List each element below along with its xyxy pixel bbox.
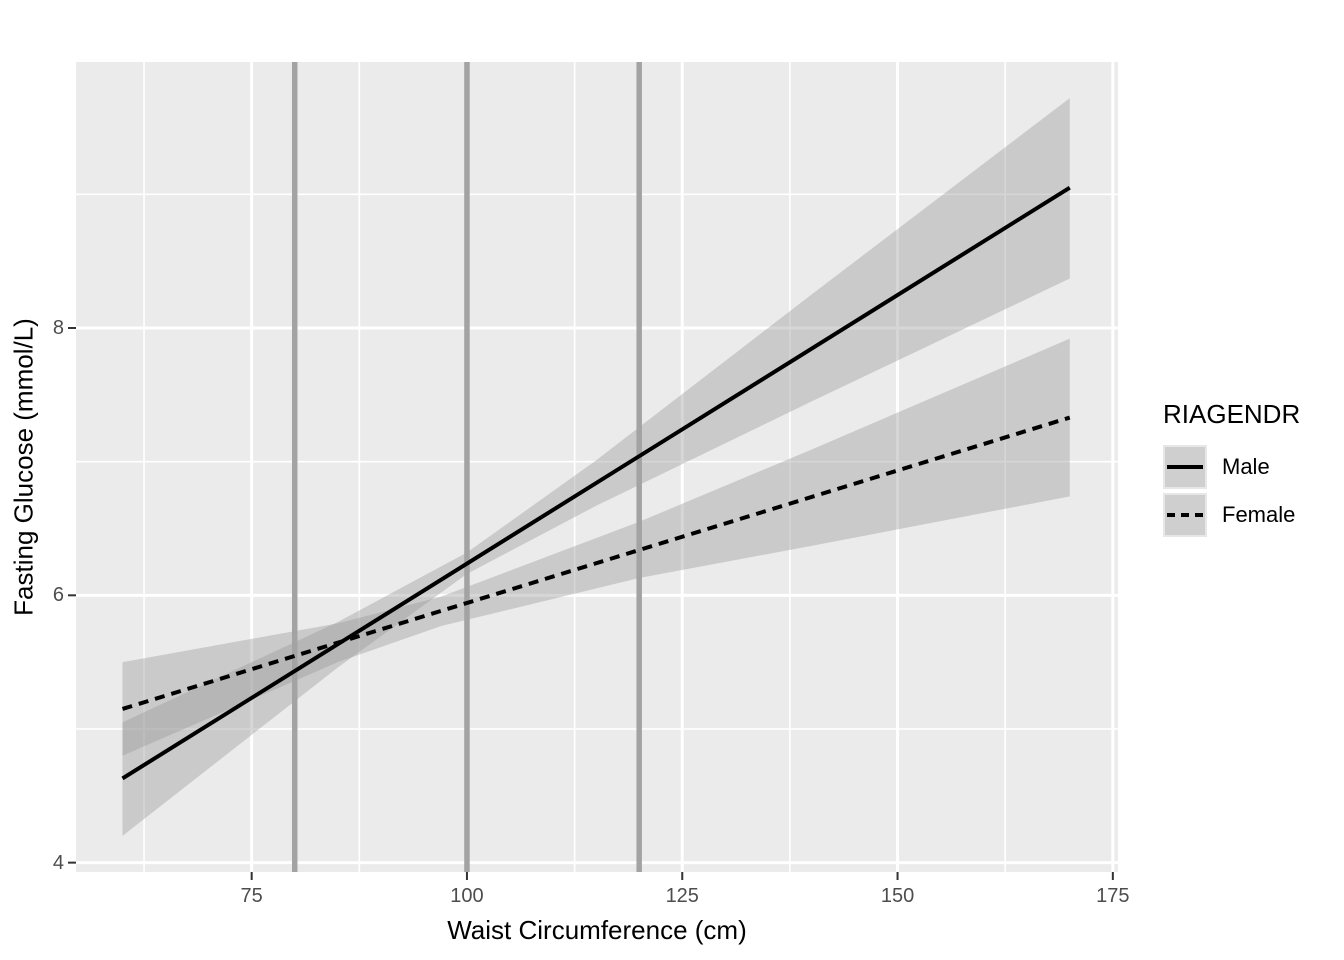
y-axis-title: Fasting Glucose (mmol/L) (8, 318, 39, 616)
fit-line-female (121, 415, 1071, 711)
legend-title: RIAGENDR (1163, 399, 1301, 429)
x-tick-label: 100 (450, 885, 484, 907)
dashed-line-sample-icon (1167, 512, 1203, 517)
legend-key-male (1163, 444, 1207, 489)
legend-entry-female: Female (1163, 492, 1300, 537)
x-tick-label: 75 (240, 885, 263, 907)
solid-line-sample-icon (1167, 464, 1203, 469)
panel-background (76, 62, 1118, 872)
confidence-ribbon-female (122, 338, 1070, 756)
legend-label-female: Female (1222, 501, 1296, 527)
legend-entry-male: Male (1163, 444, 1300, 489)
legend-label-male: Male (1222, 453, 1270, 479)
y-tick-label: 6 (52, 584, 64, 607)
x-tick-label: 125 (665, 885, 699, 907)
confidence-ribbon-male (122, 98, 1070, 836)
x-tick-label: 175 (1096, 885, 1130, 907)
legend-key-female (1163, 492, 1207, 537)
x-axis-title: Waist Circumference (cm) (447, 915, 747, 945)
legend: RIAGENDR Male Female (1163, 399, 1300, 540)
fit-line-male (121, 185, 1071, 781)
x-tick-label: 150 (880, 885, 915, 907)
y-tick-label: 4 (52, 851, 64, 874)
y-tick-label: 8 (52, 316, 64, 339)
